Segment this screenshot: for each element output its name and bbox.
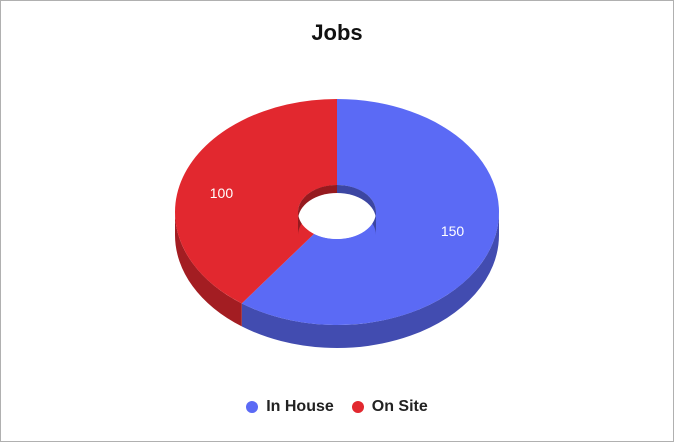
legend-swatch-on-site [351,401,364,413]
slice-side-on-site [175,212,242,327]
donut-hole [298,193,376,239]
slice-in-house[interactable] [241,99,500,326]
data-label-in-house: 150 [441,223,465,239]
legend-label-on-site: On Site [371,398,428,415]
data-label-on-site: 100 [210,185,234,201]
legend-swatch-in-house [246,401,259,413]
legend-label-in-house: In House [266,398,334,415]
legend-item-on-site[interactable]: On Site [351,398,428,416]
slice-on-site[interactable] [175,99,337,304]
chart-title: Jobs [311,20,363,45]
slice-side-in-house [241,212,499,348]
legend: In House On Site [0,398,674,416]
legend-item-in-house[interactable]: In House [246,398,334,416]
